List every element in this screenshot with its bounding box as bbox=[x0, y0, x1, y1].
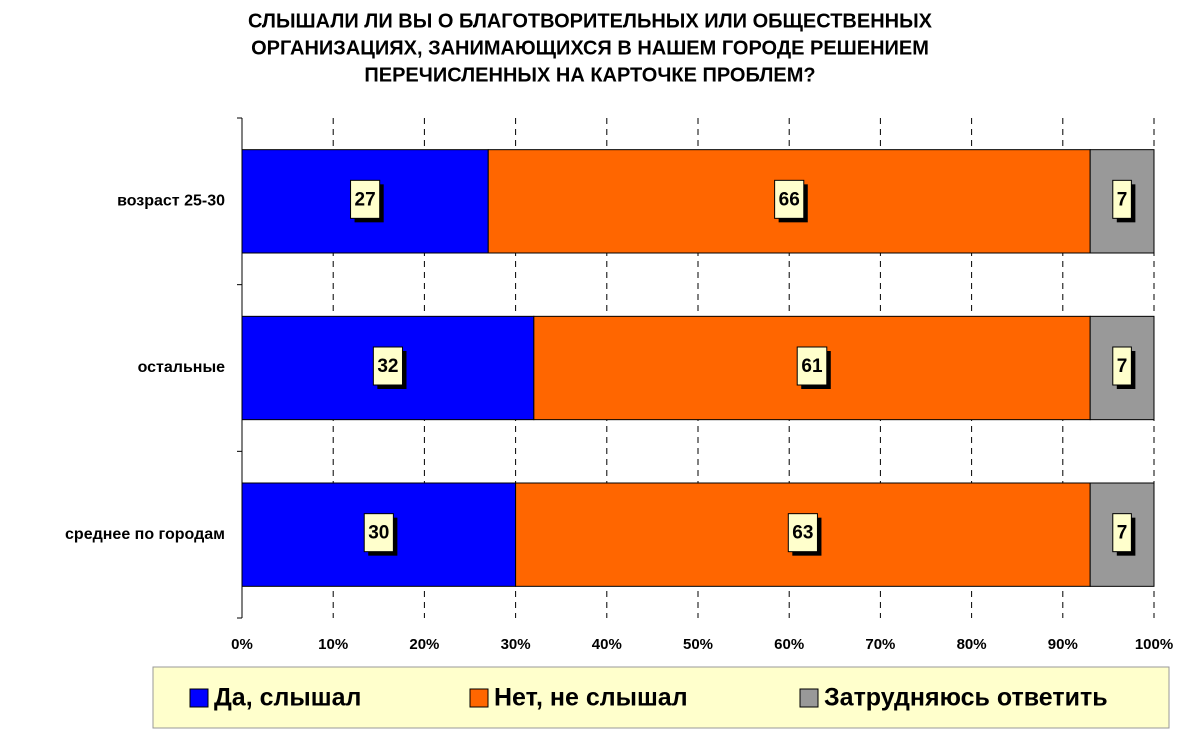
legend-swatch bbox=[189, 688, 209, 708]
data-label: 32 bbox=[377, 356, 398, 377]
x-tick-label: 90% bbox=[1048, 636, 1078, 653]
data-label-box bbox=[774, 179, 805, 219]
legend-box bbox=[152, 666, 1170, 729]
data-label: 30 bbox=[368, 523, 389, 544]
legend-label: Да, слышал bbox=[214, 684, 361, 712]
x-tick-label: 50% bbox=[683, 636, 713, 653]
data-label-box bbox=[350, 179, 381, 219]
data-label-box bbox=[796, 346, 828, 386]
legend-label: Затрудняюсь ответить bbox=[824, 684, 1108, 712]
data-label-box bbox=[363, 513, 394, 553]
x-tick-label: 60% bbox=[774, 636, 804, 653]
chart-title: ОРГАНИЗАЦИЯХ, ЗАНИМАЮЩИХСЯ В НАШЕМ ГОРОД… bbox=[251, 37, 929, 59]
x-tick-label: 0% bbox=[231, 636, 253, 653]
chart-title: ПЕРЕЧИСЛЕННЫХ НА КАРТОЧКЕ ПРОБЛЕМ? bbox=[364, 64, 815, 86]
x-tick-label: 80% bbox=[957, 636, 987, 653]
data-label: 7 bbox=[1117, 356, 1128, 377]
data-label: 61 bbox=[801, 356, 823, 377]
data-label: 66 bbox=[779, 189, 800, 210]
x-tick-label: 10% bbox=[318, 636, 348, 653]
data-label: 7 bbox=[1117, 189, 1128, 210]
data-label-box bbox=[372, 346, 403, 386]
x-tick-label: 100% bbox=[1135, 636, 1173, 653]
data-label: 63 bbox=[792, 523, 813, 544]
data-label-box bbox=[1112, 179, 1132, 219]
data-label-box bbox=[787, 513, 818, 553]
x-tick-label: 30% bbox=[501, 636, 531, 653]
y-tick-label: остальные bbox=[138, 359, 226, 376]
data-label: 27 bbox=[355, 189, 376, 210]
legend-swatch bbox=[469, 688, 489, 708]
y-tick-label: среднее по городам bbox=[65, 526, 225, 543]
x-tick-label: 20% bbox=[409, 636, 439, 653]
legend-swatch bbox=[799, 688, 819, 708]
data-label: 7 bbox=[1117, 523, 1128, 544]
y-tick-label: возраст 25-30 bbox=[117, 193, 225, 210]
x-tick-label: 70% bbox=[865, 636, 895, 653]
chart-title: СЛЫШАЛИ ЛИ ВЫ О БЛАГОТВОРИТЕЛЬНЫХ ИЛИ ОБ… bbox=[248, 10, 933, 32]
x-tick-label: 40% bbox=[592, 636, 622, 653]
legend-label: Нет, не слышал bbox=[494, 684, 688, 712]
data-label-box bbox=[1112, 346, 1132, 386]
data-label-box bbox=[1112, 513, 1132, 553]
